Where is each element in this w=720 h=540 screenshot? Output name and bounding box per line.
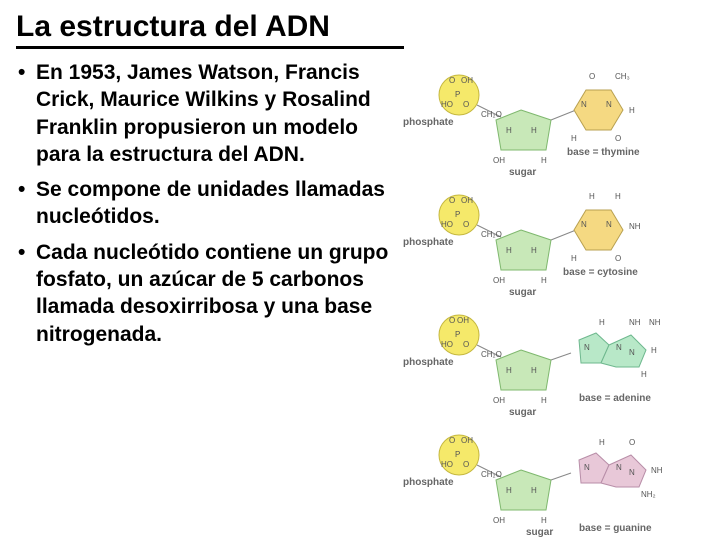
- svg-text:H: H: [571, 254, 577, 263]
- slide: La estructura del ADN En 1953, James Wat…: [0, 0, 720, 540]
- diagram-column: O OH P HO O phosphate CH₂O H H OH H: [401, 59, 704, 537]
- svg-text:O: O: [463, 100, 469, 109]
- svg-text:OH: OH: [493, 276, 505, 285]
- svg-text:phosphate: phosphate: [403, 477, 454, 488]
- svg-text:O: O: [463, 340, 469, 349]
- base-thymine-icon: [574, 90, 623, 130]
- sugar-icon: [496, 110, 551, 150]
- svg-text:P: P: [455, 450, 460, 459]
- svg-text:O: O: [589, 72, 595, 81]
- svg-text:HO: HO: [441, 100, 453, 109]
- svg-text:H: H: [506, 246, 512, 255]
- svg-text:CH₂O: CH₂O: [481, 230, 502, 239]
- svg-text:H: H: [531, 246, 537, 255]
- svg-text:H: H: [599, 318, 605, 327]
- bullet-item: Se compone de unidades llamadas nucleóti…: [16, 176, 401, 231]
- svg-text:base = adenine: base = adenine: [579, 393, 651, 404]
- svg-text:O: O: [615, 134, 621, 143]
- svg-text:O: O: [629, 438, 635, 447]
- page-title: La estructura del ADN: [16, 10, 404, 49]
- svg-text:H: H: [615, 192, 621, 201]
- svg-text:H: H: [506, 486, 512, 495]
- svg-text:HO: HO: [441, 220, 453, 229]
- svg-text:H: H: [541, 276, 547, 285]
- svg-text:base = guanine: base = guanine: [579, 523, 652, 534]
- svg-text:N: N: [616, 463, 622, 472]
- svg-text:N: N: [581, 220, 587, 229]
- svg-text:sugar: sugar: [509, 407, 536, 417]
- svg-text:P: P: [455, 90, 460, 99]
- svg-text:phosphate: phosphate: [403, 237, 454, 248]
- svg-text:H: H: [651, 346, 657, 355]
- svg-text:N: N: [629, 468, 635, 477]
- svg-text:P: P: [455, 330, 460, 339]
- svg-text:H: H: [541, 396, 547, 405]
- svg-text:O: O: [449, 436, 455, 445]
- svg-text:H: H: [531, 486, 537, 495]
- svg-text:HO: HO: [441, 340, 453, 349]
- content-row: En 1953, James Watson, Francis Crick, Ma…: [16, 59, 704, 537]
- svg-text:H: H: [506, 126, 512, 135]
- svg-text:N: N: [616, 343, 622, 352]
- svg-text:NH: NH: [629, 222, 641, 231]
- nucleotide-cytosine: O OH P HO O phosphate CH₂O H H OH H suga…: [401, 185, 704, 297]
- svg-text:N: N: [606, 100, 612, 109]
- svg-text:P: P: [455, 210, 460, 219]
- nucleotide-thymine: O OH P HO O phosphate CH₂O H H OH H: [401, 65, 704, 177]
- svg-text:base = cytosine: base = cytosine: [563, 267, 638, 278]
- svg-text:H: H: [506, 366, 512, 375]
- svg-text:H: H: [541, 516, 547, 525]
- svg-text:HO: HO: [441, 460, 453, 469]
- svg-text:sugar: sugar: [509, 287, 536, 297]
- svg-text:H: H: [531, 126, 537, 135]
- svg-text:NH: NH: [651, 466, 663, 475]
- svg-text:O: O: [449, 316, 455, 325]
- svg-text:H: H: [629, 106, 635, 115]
- svg-text:N: N: [584, 343, 590, 352]
- svg-text:H: H: [641, 370, 647, 379]
- svg-text:H: H: [541, 156, 547, 165]
- svg-text:OH: OH: [493, 516, 505, 525]
- svg-text:N: N: [606, 220, 612, 229]
- svg-text:O: O: [449, 76, 455, 85]
- svg-text:NH: NH: [649, 318, 661, 327]
- svg-text:H: H: [589, 192, 595, 201]
- svg-text:OH: OH: [461, 76, 473, 85]
- nucleotide-guanine: O OH P HO O phosphate CH₂O H H OH H suga…: [401, 425, 704, 537]
- bullet-item: En 1953, James Watson, Francis Crick, Ma…: [16, 59, 401, 168]
- sugar-label: sugar: [509, 167, 536, 177]
- base-label: base = thymine: [567, 147, 640, 158]
- svg-text:sugar: sugar: [526, 527, 553, 537]
- svg-text:CH₂O: CH₂O: [481, 470, 502, 479]
- phosphate-label: phosphate: [403, 117, 454, 128]
- svg-text:N: N: [584, 463, 590, 472]
- svg-text:OH: OH: [461, 196, 473, 205]
- text-column: En 1953, James Watson, Francis Crick, Ma…: [16, 59, 401, 537]
- svg-text:OH: OH: [493, 396, 505, 405]
- svg-text:N: N: [629, 348, 635, 357]
- svg-text:NH: NH: [629, 318, 641, 327]
- svg-text:CH₂O: CH₂O: [481, 350, 502, 359]
- bullet-list: En 1953, James Watson, Francis Crick, Ma…: [16, 59, 401, 348]
- svg-text:N: N: [581, 100, 587, 109]
- svg-text:CH₃: CH₃: [615, 72, 630, 81]
- svg-text:phosphate: phosphate: [403, 357, 454, 368]
- svg-text:H: H: [599, 438, 605, 447]
- svg-text:O: O: [463, 460, 469, 469]
- bullet-item: Cada nucleótido contiene un grupo fosfat…: [16, 239, 401, 348]
- svg-text:O: O: [463, 220, 469, 229]
- svg-text:O: O: [449, 196, 455, 205]
- svg-text:O: O: [615, 254, 621, 263]
- svg-text:OH: OH: [457, 316, 469, 325]
- svg-text:OH: OH: [461, 436, 473, 445]
- svg-text:OH: OH: [493, 156, 505, 165]
- svg-text:H: H: [531, 366, 537, 375]
- nucleotide-adenine: O OH P HO O phosphate CH₂O H H OH H suga…: [401, 305, 704, 417]
- svg-text:NH₂: NH₂: [641, 490, 656, 499]
- svg-text:H: H: [571, 134, 577, 143]
- svg-text:CH₂O: CH₂O: [481, 110, 502, 119]
